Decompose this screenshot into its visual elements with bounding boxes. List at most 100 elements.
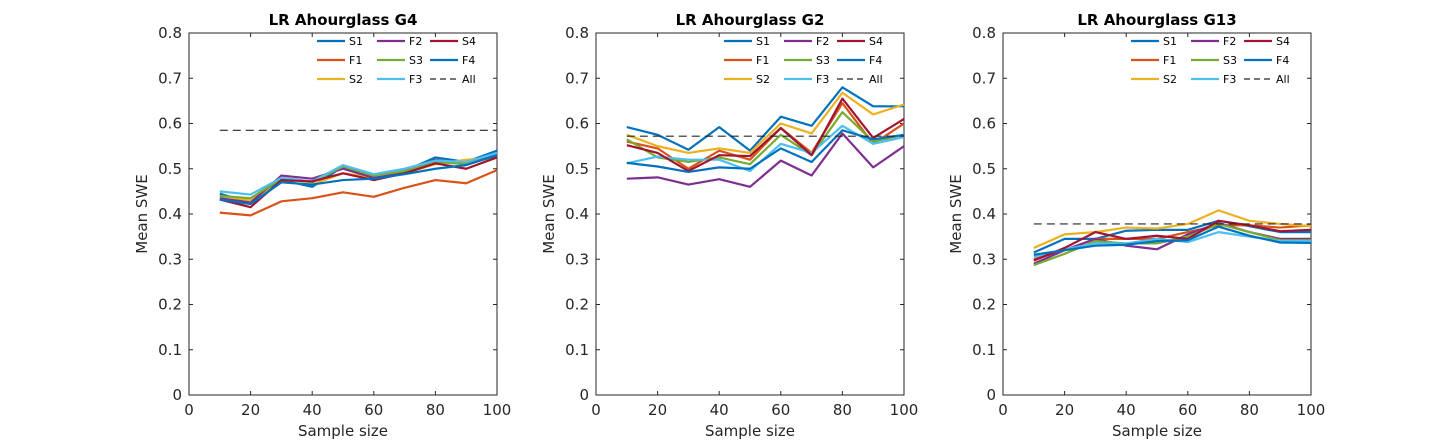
series-line-s2 — [626, 91, 905, 155]
legend-label-f4: F4 — [462, 54, 475, 67]
y-tick-label: 0.6 — [158, 115, 182, 133]
x-tick-label: 80 — [1240, 401, 1259, 419]
y-tick-label: 0.3 — [158, 250, 182, 268]
x-tick-label: 40 — [303, 401, 322, 419]
y-tick-label: 0.3 — [972, 250, 996, 268]
legend-label-f4: F4 — [1276, 54, 1289, 67]
series-line-s1 — [626, 86, 904, 152]
legend: S1 F1 S2 F2 S3 F3 S4 F4 All — [724, 35, 883, 86]
series-line-f2 — [626, 132, 905, 188]
series-line-s4 — [626, 97, 905, 173]
legend-label-s4: S4 — [1276, 35, 1290, 48]
series-line-s2 — [1033, 209, 1312, 249]
y-tick-label: 0 — [172, 386, 182, 404]
legend-label-s1: S1 — [756, 35, 770, 48]
y-tick-label: 0.4 — [158, 205, 182, 223]
x-tick-label: 100 — [890, 401, 919, 419]
legend-label-all: All — [869, 73, 883, 86]
legend-label-f3: F3 — [409, 73, 422, 86]
y-axis-label: Mean SWE — [540, 174, 558, 253]
y-tick-label: 0.4 — [565, 205, 589, 223]
x-tick-label: 40 — [1117, 401, 1136, 419]
x-tick-label: 60 — [1178, 401, 1197, 419]
series-line-f1 — [219, 169, 498, 217]
legend-label-s2: S2 — [1163, 73, 1177, 86]
x-axis-label: Sample size — [705, 422, 795, 440]
series-line-f4 — [1033, 225, 1312, 256]
legend-label-s4: S4 — [869, 35, 883, 48]
legend-label-s3: S3 — [409, 54, 423, 67]
legend-label-f1: F1 — [349, 54, 362, 67]
chart-title: LR Ahourglass G2 — [676, 11, 825, 29]
legend-label-f2: F2 — [816, 35, 829, 48]
x-tick-label: 40 — [710, 401, 729, 419]
x-tick-label: 20 — [241, 401, 260, 419]
y-tick-label: 0.5 — [972, 160, 996, 178]
series-line-s3 — [219, 155, 498, 200]
y-axis-label: Mean SWE — [947, 174, 965, 253]
y-tick-label: 0.2 — [972, 296, 996, 314]
legend: S1 F1 S2 F2 S3 F3 S4 F4 All — [1131, 35, 1290, 86]
x-axis-label: Sample size — [1112, 422, 1202, 440]
y-tick-label: 0 — [579, 386, 589, 404]
legend-label-s2: S2 — [756, 73, 770, 86]
legend-label-f1: F1 — [756, 54, 769, 67]
y-tick-label: 0.7 — [565, 69, 589, 87]
series-line-f4 — [626, 129, 905, 174]
x-tick-label: 20 — [648, 401, 667, 419]
x-tick-label: 60 — [771, 401, 790, 419]
legend-label-s4: S4 — [462, 35, 476, 48]
legend-label-all: All — [462, 73, 476, 86]
series-line-f4 — [219, 154, 498, 206]
y-tick-label: 0.2 — [565, 296, 589, 314]
chart-title: LR Ahourglass G4 — [269, 11, 418, 29]
series-line-s4 — [1033, 219, 1312, 262]
series-line-f3 — [219, 151, 498, 196]
legend-label-f1: F1 — [1163, 54, 1176, 67]
chart-panel-1: 0 20 40 60 80 100 0 0.1 0.2 0.3 0.4 0.5 0.6 0.7 0.8 LR … — [133, 11, 511, 440]
y-tick-label: 0.6 — [565, 115, 589, 133]
chart-panel-2: 0 20 40 60 80 100 0 0.1 0.2 0.3 0.4 0.5 0.6 0.7 0.8 LR … — [540, 11, 918, 440]
y-tick-label: 0.8 — [565, 24, 589, 42]
x-axis-label: Sample size — [298, 422, 388, 440]
legend: S1 F1 S2 F2 S3 F3 S4 F4 All — [317, 35, 476, 86]
legend-label-s3: S3 — [1223, 54, 1237, 67]
legend-label-f4: F4 — [869, 54, 882, 67]
x-tick-label: 100 — [483, 401, 512, 419]
x-tick-label: 20 — [1055, 401, 1074, 419]
x-tick-label: 80 — [833, 401, 852, 419]
y-tick-label: 0.5 — [565, 160, 589, 178]
y-tick-label: 0.7 — [158, 69, 182, 87]
y-tick-label: 0.1 — [972, 341, 996, 359]
y-tick-label: 0.4 — [972, 205, 996, 223]
y-tick-label: 0.2 — [158, 296, 182, 314]
legend-label-f2: F2 — [1223, 35, 1236, 48]
y-tick-label: 0.1 — [158, 341, 182, 359]
plot-area — [595, 32, 905, 396]
x-tick-label: 0 — [184, 401, 194, 419]
y-axis-label: Mean SWE — [133, 174, 151, 253]
y-tick-label: 0.1 — [565, 341, 589, 359]
legend-label-s1: S1 — [1163, 35, 1177, 48]
y-tick-label: 0.3 — [565, 250, 589, 268]
x-tick-label: 100 — [1297, 401, 1326, 419]
y-tick-label: 0.7 — [972, 69, 996, 87]
x-tick-label: 80 — [426, 401, 445, 419]
y-tick-label: 0.8 — [972, 24, 996, 42]
legend-label-f3: F3 — [816, 73, 829, 86]
x-tick-label: 0 — [998, 401, 1008, 419]
x-tick-label: 0 — [591, 401, 601, 419]
legend-label-s1: S1 — [349, 35, 363, 48]
x-tick-label: 60 — [364, 401, 383, 419]
legend-label-s2: S2 — [349, 73, 363, 86]
legend-label-f2: F2 — [409, 35, 422, 48]
legend-label-f3: F3 — [1223, 73, 1236, 86]
legend-label-all: All — [1276, 73, 1290, 86]
legend-label-s3: S3 — [816, 54, 830, 67]
series-line-s3 — [626, 111, 905, 166]
plot-area — [1002, 32, 1312, 396]
y-tick-label: 0.6 — [972, 115, 996, 133]
chart-panel-3: 0 20 40 60 80 100 0 0.1 0.2 0.3 0.4 0.5 0.6 0.7 0.8 LR … — [947, 11, 1325, 440]
chart-title: LR Ahourglass G13 — [1077, 11, 1236, 29]
